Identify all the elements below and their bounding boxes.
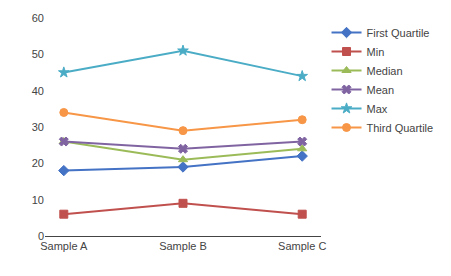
svg-text:Min: Min xyxy=(367,46,385,58)
svg-text:30: 30 xyxy=(32,121,44,133)
svg-text:Sample B: Sample B xyxy=(159,240,207,252)
svg-text:Sample A: Sample A xyxy=(40,240,88,252)
svg-text:40: 40 xyxy=(32,85,44,97)
svg-text:Max: Max xyxy=(367,103,388,115)
svg-text:0: 0 xyxy=(38,230,44,242)
svg-text:First Quartile: First Quartile xyxy=(367,27,430,39)
svg-text:Mean: Mean xyxy=(367,84,395,96)
svg-text:50: 50 xyxy=(32,48,44,60)
svg-text:20: 20 xyxy=(32,157,44,169)
svg-text:Median: Median xyxy=(367,65,403,77)
svg-text:10: 10 xyxy=(32,194,44,206)
svg-text:60: 60 xyxy=(32,12,44,24)
svg-text:Third Quartile: Third Quartile xyxy=(367,122,434,134)
svg-text:Sample C: Sample C xyxy=(278,240,326,252)
